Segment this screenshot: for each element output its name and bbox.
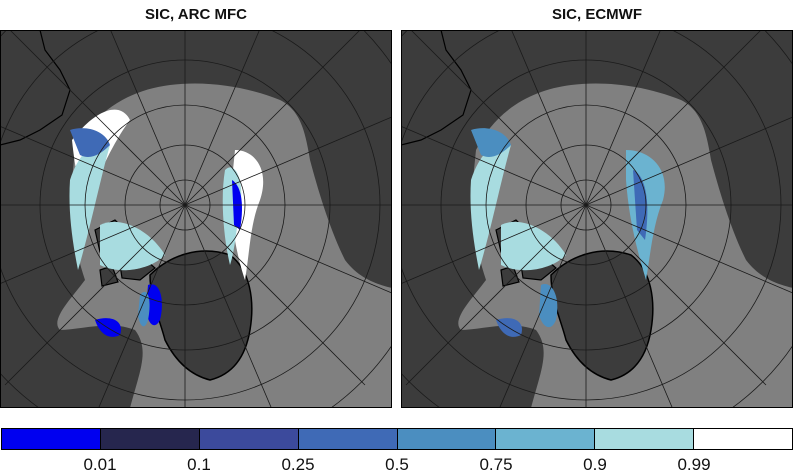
panel-title-left: SIC, ARC MFC xyxy=(145,6,247,23)
colorbar-segment xyxy=(496,429,596,449)
ice-blue-fram-left xyxy=(146,284,162,326)
map-frame-left xyxy=(0,30,392,408)
greenland-land xyxy=(550,250,654,381)
colorbar-tick-label: 0.1 xyxy=(187,455,211,474)
colorbar-segment xyxy=(298,429,398,449)
colorbar-tick-label: 0.5 xyxy=(385,455,409,474)
colorbar-segment xyxy=(595,429,695,449)
eurasia-land-left xyxy=(0,30,71,146)
polar-map-left xyxy=(0,30,392,408)
colorbar-segment xyxy=(199,429,299,449)
graticule-right xyxy=(401,30,793,408)
map-panel-left xyxy=(0,30,392,408)
colorbar-segment xyxy=(397,429,497,449)
colorbar-segment xyxy=(694,429,792,449)
greenland-land xyxy=(149,250,253,381)
eurasia-land-right xyxy=(401,30,472,146)
map-frame-right xyxy=(401,30,793,408)
ice-blue-barents-left xyxy=(70,128,110,157)
ice-light-right xyxy=(470,143,511,270)
colorbar-segment xyxy=(100,429,200,449)
colorbar-tick-label: 0.25 xyxy=(281,455,315,474)
map-panel-right xyxy=(401,30,793,408)
colorbar xyxy=(1,428,793,450)
colorbar-tick-label: 0.01 xyxy=(83,455,117,474)
ice-light-left xyxy=(69,143,110,270)
colorbar-tick-label: 0.9 xyxy=(583,455,607,474)
ice-blue-barents-right xyxy=(471,128,511,157)
ice-mid-fram-left xyxy=(138,291,150,327)
ice-mid-fram-right xyxy=(539,284,558,328)
colorbar-segment xyxy=(2,429,101,449)
polar-map-right xyxy=(401,30,793,408)
panel-title-right: SIC, ECMWF xyxy=(552,6,642,23)
colorbar-tick-label: 0.99 xyxy=(677,455,711,474)
colorbar-tick-label: 0.75 xyxy=(479,455,513,474)
graticule-left xyxy=(0,30,392,408)
